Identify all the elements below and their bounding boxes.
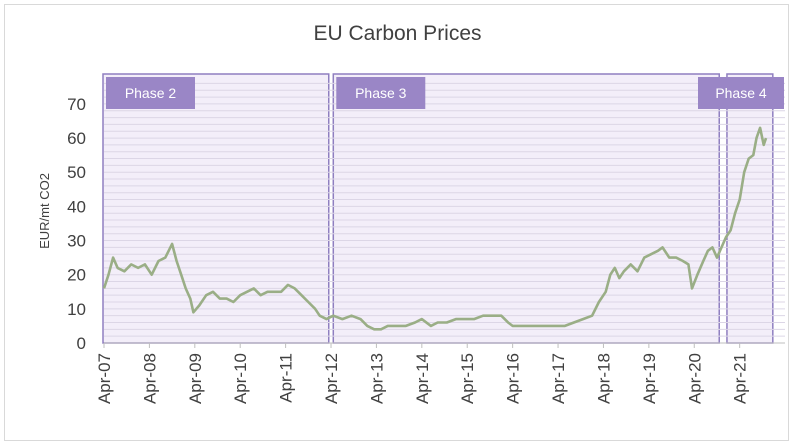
axes: 0 10 20 30 40 50 60 70 Apr-07 Apr-08 Apr-09 Apr-10 A… bbox=[67, 95, 785, 404]
phase-label-1: Phase 2 bbox=[125, 85, 177, 101]
y-tick-label: 60 bbox=[67, 129, 86, 148]
y-tick-label: 0 bbox=[77, 334, 86, 353]
series-line-1 bbox=[102, 126, 768, 331]
x-tick-label: Apr-15 bbox=[458, 353, 477, 404]
gridlines bbox=[104, 82, 785, 337]
x-tick-label: Apr-20 bbox=[685, 353, 704, 404]
x-tick-label: Apr-17 bbox=[549, 353, 568, 404]
x-tick-label: Apr-07 bbox=[95, 353, 114, 404]
y-tick-label: 40 bbox=[67, 197, 86, 216]
phase-tag-2 bbox=[336, 77, 426, 109]
phase-tag-1 bbox=[106, 77, 195, 109]
x-tick-label: Apr-11 bbox=[277, 353, 296, 403]
y-tick-label: 20 bbox=[67, 266, 86, 285]
x-tick-label: Apr-10 bbox=[231, 353, 250, 404]
x-tick-label: Apr-12 bbox=[322, 353, 341, 404]
y-tick-label: 70 bbox=[67, 95, 86, 114]
y-tick-label: 30 bbox=[67, 232, 86, 251]
phase-label-3: Phase 4 bbox=[715, 85, 767, 101]
x-tick-label: Apr-19 bbox=[640, 353, 659, 404]
y-tick-label: 50 bbox=[67, 163, 86, 182]
x-tick-label: Apr-21 bbox=[731, 353, 750, 404]
series-layer bbox=[102, 126, 768, 331]
phase-box-1 bbox=[102, 73, 330, 344]
phase-labels: Phase 2 Phase 3 Phase 4 bbox=[106, 77, 784, 109]
x-tick-label: Apr-08 bbox=[140, 353, 159, 404]
phase-tag-3 bbox=[698, 77, 784, 109]
x-tick-label: Apr-14 bbox=[413, 353, 432, 404]
chart-title: EU Carbon Prices bbox=[313, 22, 482, 45]
phase-box-2 bbox=[332, 73, 720, 344]
x-tick-label: Apr-09 bbox=[186, 353, 205, 404]
x-tick-label: Apr-16 bbox=[504, 353, 523, 404]
y-tick-label: 10 bbox=[67, 300, 86, 319]
x-tick-label: Apr-18 bbox=[594, 353, 613, 404]
phase-boxes bbox=[102, 73, 774, 344]
x-tick-label: Apr-13 bbox=[367, 353, 386, 404]
y-axis-label: EUR/mt CO2 bbox=[37, 173, 52, 249]
phase-box-3 bbox=[726, 73, 774, 344]
phase-label-2: Phase 3 bbox=[355, 85, 407, 101]
